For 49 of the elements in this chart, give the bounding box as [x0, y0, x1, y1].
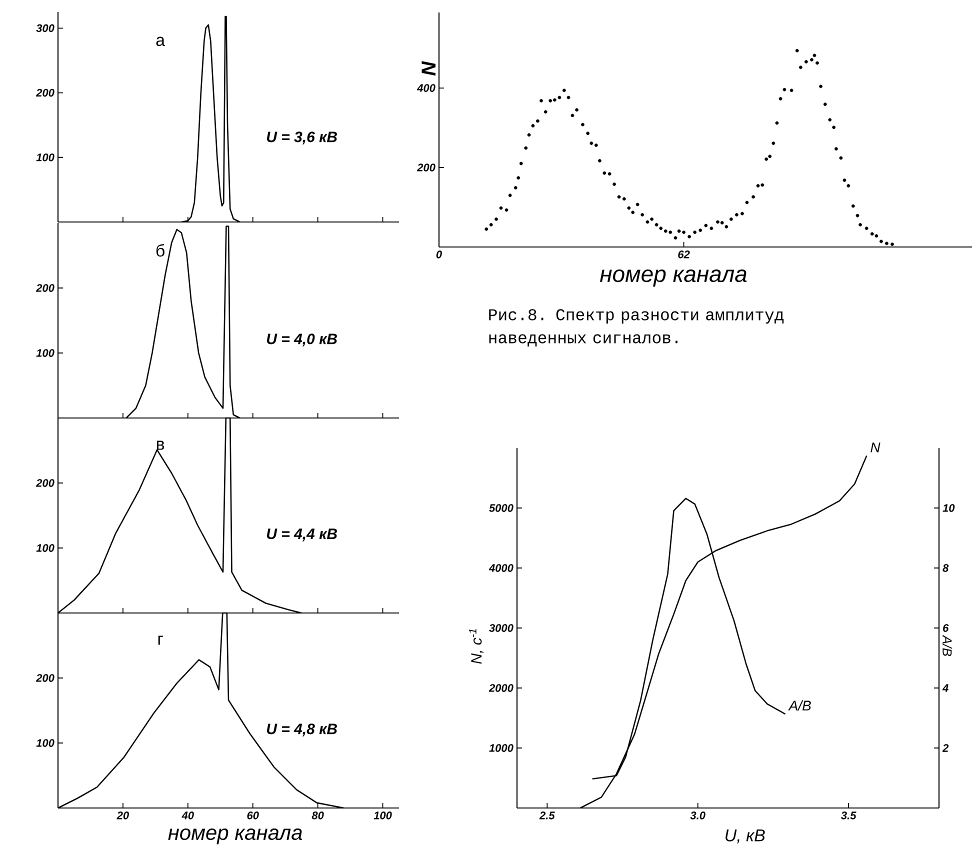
- y-tick-label: 4000: [488, 564, 514, 572]
- y-tick-label: 200: [36, 479, 54, 487]
- y2-tick-label: 2: [942, 744, 949, 752]
- x-tick-label: 3.5: [841, 812, 856, 820]
- x-tick-label: 0: [436, 250, 442, 258]
- y-tick-label: 100: [36, 544, 54, 552]
- x-axis-title: номер канала: [168, 828, 302, 844]
- annotation: U = 4,4 кВ: [267, 528, 337, 542]
- text: Рис.8. Спектр разности амплитуд наведенных сигналов.: [489, 309, 784, 346]
- x-tick-label: 80: [312, 812, 324, 820]
- x-tick-label: 3.0: [690, 812, 706, 820]
- text: г: [158, 636, 163, 645]
- text: а: [156, 36, 166, 46]
- y-tick-label: 200: [36, 88, 54, 97]
- annotation: U = 4,0 кВ: [267, 334, 337, 346]
- x-tick-label: 40: [182, 812, 194, 820]
- series-label: A/B: [788, 700, 811, 711]
- y2-tick-label: 8: [942, 564, 949, 572]
- y2-tick-label: 4: [942, 684, 948, 692]
- x-tick-label: 60: [247, 812, 259, 820]
- x-tick-label: 20: [116, 812, 129, 820]
- text: б: [156, 244, 164, 257]
- y2-tick-label: 6: [943, 624, 949, 632]
- annotation: U = 4,8 кВ: [267, 724, 337, 736]
- series-label: N: [870, 442, 880, 452]
- y-tick-label: 100: [36, 153, 54, 162]
- y2-tick-label: 10: [942, 504, 955, 512]
- y2-axis-title: A/B: [942, 634, 952, 656]
- x-tick-label: 2.5: [539, 812, 555, 820]
- y-tick-label: 3000: [489, 624, 514, 632]
- y-tick-label: 300: [36, 24, 54, 32]
- y-tick-label: 100: [36, 349, 54, 357]
- x-axis-title: U, кВ: [726, 830, 765, 844]
- y-tick-label: 5000: [489, 504, 514, 512]
- y-axis-title: N, с$^{-1}$: [469, 629, 484, 664]
- y-tick-label: 200: [36, 674, 54, 682]
- x-axis-title: номер канала: [600, 270, 747, 287]
- y-tick-label: 2000: [488, 684, 514, 692]
- y-tick-label: 100: [36, 739, 54, 747]
- text: в: [156, 440, 164, 450]
- y-tick-label: 200: [36, 284, 54, 292]
- y-tick-label: 200: [416, 164, 436, 172]
- line-series: [592, 498, 786, 780]
- y-tick-label: 1000: [489, 744, 514, 752]
- y-axis-title: N: [422, 61, 436, 76]
- x-tick-label: 62: [678, 250, 690, 258]
- x-tick-label: 100: [374, 812, 392, 820]
- y-tick-label: 400: [416, 84, 436, 92]
- annotation: U = 3,6 кВ: [267, 132, 337, 144]
